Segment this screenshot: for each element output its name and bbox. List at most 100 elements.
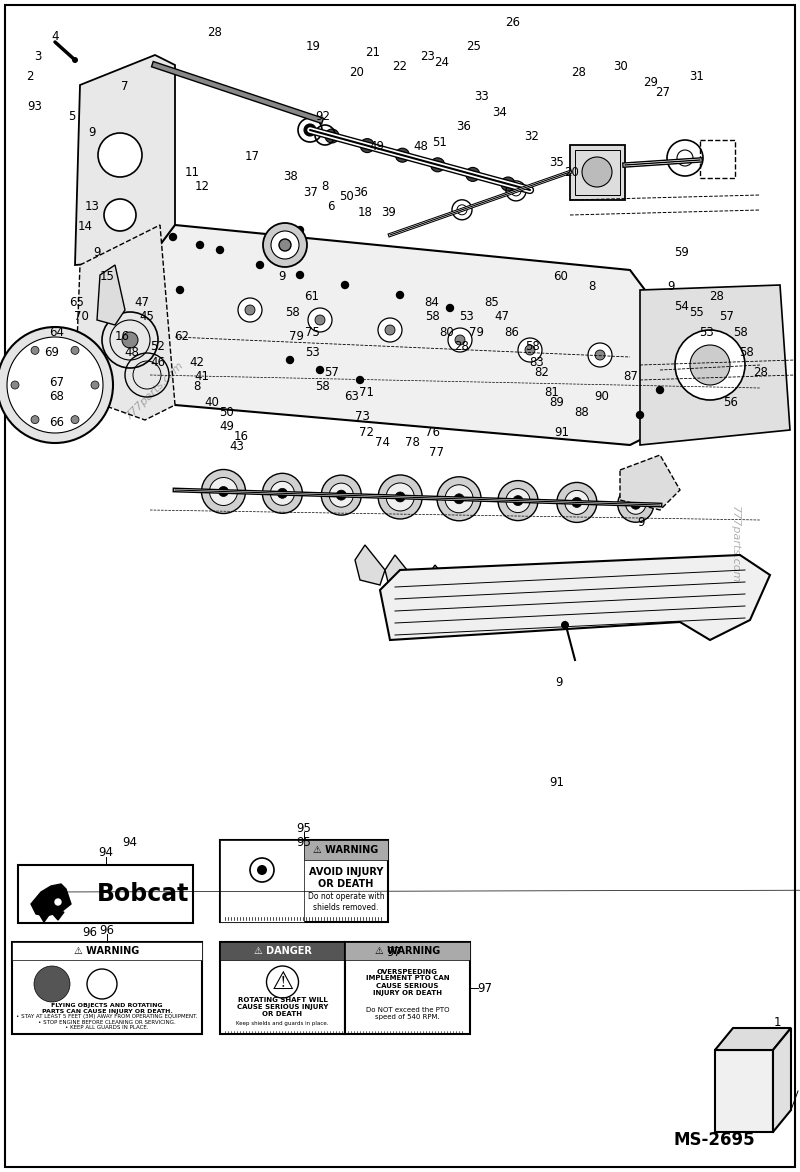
Circle shape bbox=[31, 416, 39, 423]
Text: 68: 68 bbox=[50, 390, 65, 403]
Bar bbox=[700, 139, 735, 178]
Text: 96: 96 bbox=[82, 927, 98, 940]
Text: 59: 59 bbox=[674, 245, 690, 259]
Text: 77: 77 bbox=[430, 445, 445, 458]
Text: 11: 11 bbox=[185, 165, 199, 178]
Text: 58: 58 bbox=[734, 326, 748, 339]
Text: 25: 25 bbox=[466, 41, 482, 54]
Circle shape bbox=[91, 381, 99, 389]
Bar bbox=[220, 942, 345, 1034]
Circle shape bbox=[518, 338, 542, 362]
Circle shape bbox=[690, 345, 730, 384]
Circle shape bbox=[582, 157, 612, 188]
Circle shape bbox=[270, 482, 294, 505]
Text: 65: 65 bbox=[70, 295, 85, 308]
Circle shape bbox=[448, 328, 472, 352]
Text: 34: 34 bbox=[493, 105, 507, 118]
Text: 17: 17 bbox=[245, 150, 259, 164]
Text: 52: 52 bbox=[150, 341, 166, 354]
Text: 72: 72 bbox=[359, 425, 374, 438]
Text: 9: 9 bbox=[88, 125, 96, 138]
Text: ⚠ WARNING: ⚠ WARNING bbox=[74, 946, 140, 956]
Circle shape bbox=[170, 233, 177, 240]
Text: 46: 46 bbox=[150, 355, 166, 368]
Text: 30: 30 bbox=[614, 61, 628, 74]
Circle shape bbox=[122, 332, 138, 348]
Text: 9: 9 bbox=[278, 271, 286, 284]
Polygon shape bbox=[715, 1028, 791, 1050]
Circle shape bbox=[72, 57, 78, 63]
Text: 5: 5 bbox=[68, 110, 76, 123]
Text: 9: 9 bbox=[94, 245, 101, 259]
Text: 16: 16 bbox=[114, 331, 130, 343]
Text: 53: 53 bbox=[700, 326, 714, 339]
Circle shape bbox=[675, 331, 745, 400]
Circle shape bbox=[104, 199, 136, 231]
Text: 87: 87 bbox=[623, 370, 638, 383]
Circle shape bbox=[386, 483, 414, 511]
Polygon shape bbox=[620, 455, 680, 510]
Bar bbox=[575, 150, 620, 195]
Circle shape bbox=[297, 226, 303, 233]
Text: Do NOT exceed the PTO
speed of 540 RPM.: Do NOT exceed the PTO speed of 540 RPM. bbox=[366, 1008, 450, 1021]
Bar bbox=[18, 865, 193, 924]
Text: Keep shields and guards in place.: Keep shields and guards in place. bbox=[236, 1022, 329, 1027]
Circle shape bbox=[0, 327, 113, 443]
Text: 94: 94 bbox=[122, 837, 138, 850]
Circle shape bbox=[330, 483, 354, 507]
Circle shape bbox=[618, 486, 654, 523]
Text: 64: 64 bbox=[50, 326, 65, 339]
Text: ⚠ WARNING: ⚠ WARNING bbox=[375, 946, 440, 956]
Circle shape bbox=[304, 124, 316, 136]
Polygon shape bbox=[145, 225, 660, 445]
Circle shape bbox=[55, 899, 61, 905]
Polygon shape bbox=[385, 556, 415, 595]
Circle shape bbox=[395, 492, 405, 502]
Circle shape bbox=[210, 477, 238, 505]
Circle shape bbox=[217, 246, 223, 253]
Text: 42: 42 bbox=[190, 355, 205, 368]
Text: 777parts.com: 777parts.com bbox=[730, 506, 740, 584]
Circle shape bbox=[257, 261, 263, 268]
Text: 96: 96 bbox=[99, 924, 114, 936]
Circle shape bbox=[455, 335, 465, 345]
Text: 47: 47 bbox=[134, 295, 150, 308]
Circle shape bbox=[437, 477, 481, 520]
Text: 8: 8 bbox=[588, 280, 596, 293]
Text: 78: 78 bbox=[405, 436, 419, 449]
Circle shape bbox=[218, 486, 229, 497]
Circle shape bbox=[245, 305, 255, 315]
Text: 48: 48 bbox=[125, 346, 139, 359]
Text: 56: 56 bbox=[723, 395, 738, 409]
Text: 82: 82 bbox=[534, 366, 550, 379]
Circle shape bbox=[31, 347, 39, 354]
Circle shape bbox=[466, 168, 480, 182]
Circle shape bbox=[637, 411, 643, 418]
Circle shape bbox=[279, 239, 291, 251]
Text: 16: 16 bbox=[234, 430, 249, 443]
Text: 66: 66 bbox=[50, 416, 65, 429]
Text: 97: 97 bbox=[386, 946, 402, 959]
Circle shape bbox=[271, 231, 299, 259]
Bar bbox=[220, 942, 345, 960]
Circle shape bbox=[626, 495, 646, 515]
Text: 38: 38 bbox=[284, 170, 298, 184]
Polygon shape bbox=[640, 285, 790, 445]
Text: 27: 27 bbox=[655, 86, 670, 98]
Bar bbox=[715, 1050, 773, 1132]
Text: 28: 28 bbox=[571, 66, 586, 79]
Text: 85: 85 bbox=[485, 295, 499, 308]
Text: 8: 8 bbox=[322, 180, 329, 193]
Text: 57: 57 bbox=[325, 366, 339, 379]
Text: 90: 90 bbox=[594, 390, 610, 403]
Circle shape bbox=[202, 470, 246, 513]
Text: 28: 28 bbox=[207, 26, 222, 39]
Bar bbox=[220, 840, 304, 922]
Text: 91: 91 bbox=[550, 776, 565, 789]
Text: 80: 80 bbox=[440, 326, 454, 339]
Text: 58: 58 bbox=[525, 341, 539, 354]
Text: 84: 84 bbox=[425, 295, 439, 308]
Text: 12: 12 bbox=[194, 180, 210, 193]
Circle shape bbox=[501, 177, 515, 191]
Circle shape bbox=[325, 129, 339, 143]
